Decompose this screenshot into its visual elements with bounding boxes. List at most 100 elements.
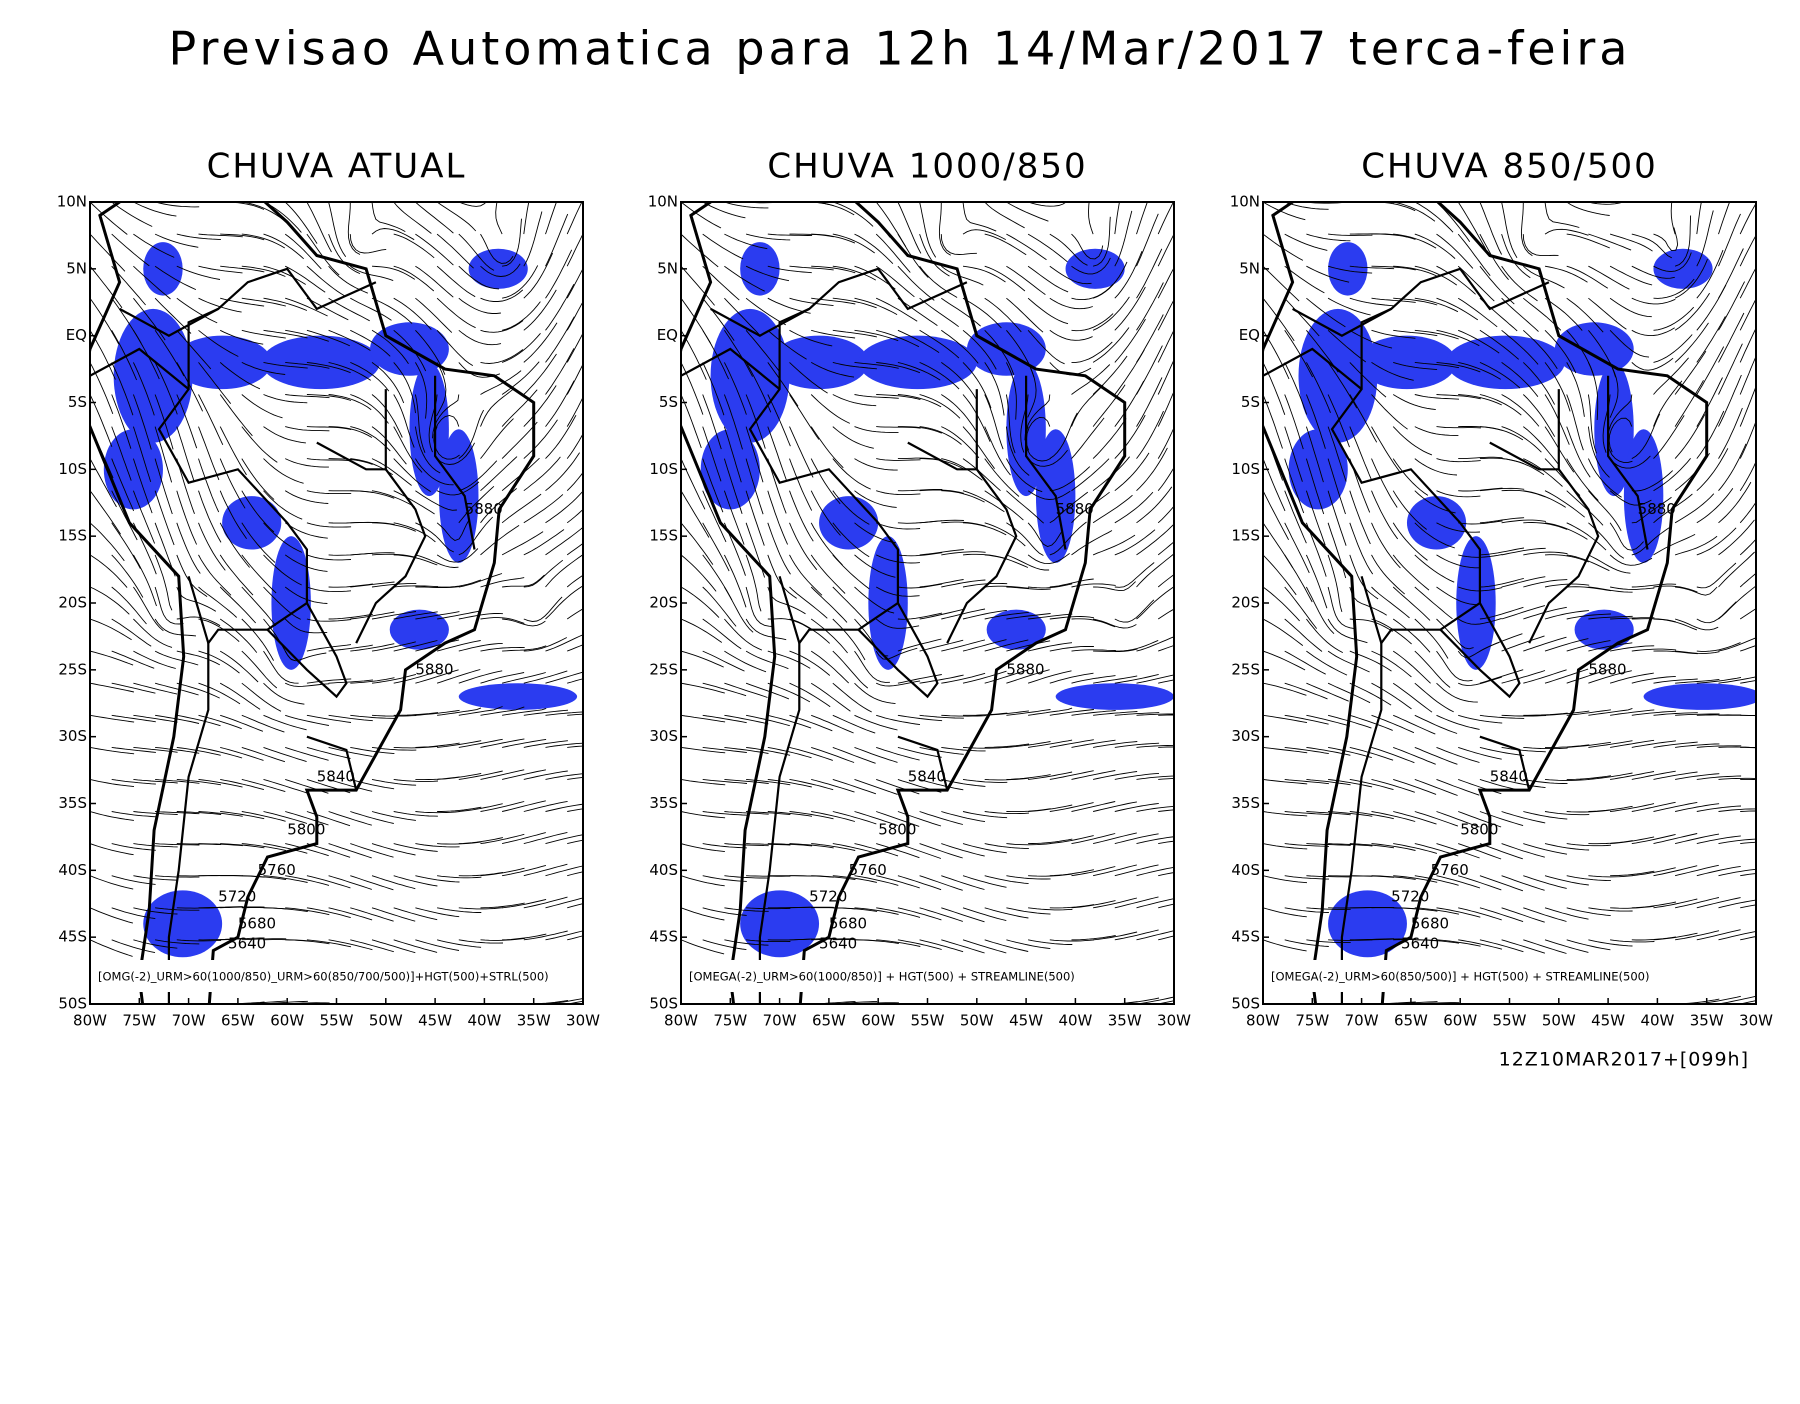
lon-label: 60W <box>270 1012 304 1030</box>
lat-label: 20S <box>58 594 87 612</box>
lat-label: 45S <box>1231 928 1260 946</box>
contour-label: 5680 <box>1411 914 1449 932</box>
footer: 12Z10MAR2017+[099h] <box>1499 1049 1749 1071</box>
lat-label: 5N <box>66 259 87 277</box>
lon-label: 45W <box>1591 1012 1625 1030</box>
contour-label: 5720 <box>1391 888 1429 906</box>
lat-label: 35S <box>649 794 678 812</box>
contour-label: 5880 <box>1006 660 1044 678</box>
contour-label: 5840 <box>1490 767 1528 785</box>
lon-label: 45W <box>418 1012 452 1030</box>
lat-label: EQ <box>657 326 678 344</box>
lat-label: 40S <box>58 861 87 879</box>
lon-label: 65W <box>221 1012 255 1030</box>
lat-label: 30S <box>1231 727 1260 745</box>
rain-area <box>1653 249 1712 289</box>
contour-label: 5640 <box>819 934 857 952</box>
contour-label: 5880 <box>1056 500 1094 518</box>
rain-area <box>143 890 222 957</box>
contour-label: 5880 <box>465 500 503 518</box>
rain-area <box>390 610 449 650</box>
page-title: Previsao Automatica para 12h 14/Mar/2017… <box>169 22 1632 76</box>
lat-label: 30S <box>58 727 87 745</box>
contour-label: 5840 <box>317 767 355 785</box>
rain-area <box>740 890 819 957</box>
lon-label: 80W <box>1246 1012 1280 1030</box>
rain-area <box>104 429 163 509</box>
contour-label: 5640 <box>1401 934 1439 952</box>
rain-area <box>1624 429 1663 563</box>
lon-label: 75W <box>713 1012 747 1030</box>
lon-label: 30W <box>1157 1012 1191 1030</box>
lat-label: 40S <box>649 861 678 879</box>
contour-label: 5800 <box>1460 821 1498 839</box>
lat-label: 35S <box>58 794 87 812</box>
rain-area <box>262 336 380 389</box>
lat-label: 25S <box>649 660 678 678</box>
lon-label: 40W <box>1640 1012 1674 1030</box>
lat-label: 10N <box>57 193 87 211</box>
lon-label: 75W <box>122 1012 156 1030</box>
contour-label: 5680 <box>829 914 867 932</box>
rain-area <box>1056 683 1174 710</box>
contour-label: 5880 <box>415 660 453 678</box>
contour-label: 5720 <box>809 888 847 906</box>
lon-label: 50W <box>369 1012 403 1030</box>
lon-label: 65W <box>1394 1012 1428 1030</box>
lat-label: 15S <box>58 527 87 545</box>
lat-label: EQ <box>1239 326 1260 344</box>
lat-label: 5N <box>657 259 678 277</box>
lon-label: 40W <box>1058 1012 1092 1030</box>
contour-label: 5800 <box>878 821 916 839</box>
lon-label: 35W <box>1690 1012 1724 1030</box>
rain-area <box>819 496 878 549</box>
rain-area <box>1446 336 1564 389</box>
lon-label: 50W <box>960 1012 994 1030</box>
caption: [OMEGA(-2)_URM>60(1000/850)] + HGT(500) … <box>689 970 1075 984</box>
lon-label: 70W <box>172 1012 206 1030</box>
lon-label: 80W <box>73 1012 107 1030</box>
contour-label: 5800 <box>287 821 325 839</box>
lat-label: 50S <box>58 995 87 1013</box>
lon-label: 45W <box>1009 1012 1043 1030</box>
lon-label: 70W <box>763 1012 797 1030</box>
lon-label: 75W <box>1295 1012 1329 1030</box>
contour-label: 5680 <box>238 914 276 932</box>
lat-label: 15S <box>1231 527 1260 545</box>
lon-label: 60W <box>861 1012 895 1030</box>
lat-label: 25S <box>58 660 87 678</box>
lat-label: 5S <box>68 393 87 411</box>
lon-label: 35W <box>517 1012 551 1030</box>
lon-label: 60W <box>1443 1012 1477 1030</box>
rain-area <box>1644 683 1762 710</box>
lat-label: 35S <box>1231 794 1260 812</box>
lat-label: 25S <box>1231 660 1260 678</box>
lat-label: 10N <box>1230 193 1260 211</box>
lat-label: 45S <box>58 928 87 946</box>
lat-label: 20S <box>1231 594 1260 612</box>
lon-label: 80W <box>664 1012 698 1030</box>
lat-label: 10S <box>649 460 678 478</box>
caption: [OMEGA(-2)_URM>60(850/500)] + HGT(500) +… <box>1271 970 1649 984</box>
contour-label: 5760 <box>849 861 887 879</box>
lon-label: 40W <box>467 1012 501 1030</box>
lon-label: 30W <box>1739 1012 1773 1030</box>
lat-label: 20S <box>649 594 678 612</box>
panel-title: CHUVA ATUAL <box>207 147 467 187</box>
contour-label: 5760 <box>258 861 296 879</box>
lon-label: 65W <box>812 1012 846 1030</box>
lat-label: 5N <box>1239 259 1260 277</box>
lat-label: 10N <box>648 193 678 211</box>
lon-label: 50W <box>1542 1012 1576 1030</box>
lat-label: EQ <box>66 326 87 344</box>
lon-label: 55W <box>911 1012 945 1030</box>
lon-label: 35W <box>1108 1012 1142 1030</box>
panel-title: CHUVA 850/500 <box>1361 147 1658 187</box>
contour-label: 5880 <box>1638 500 1676 518</box>
lon-label: 55W <box>1493 1012 1527 1030</box>
lat-label: 50S <box>649 995 678 1013</box>
rain-area <box>1358 336 1457 389</box>
caption: [OMG(-2)_URM>60(1000/850)_URM>60(850/700… <box>98 970 549 984</box>
lat-label: 45S <box>649 928 678 946</box>
